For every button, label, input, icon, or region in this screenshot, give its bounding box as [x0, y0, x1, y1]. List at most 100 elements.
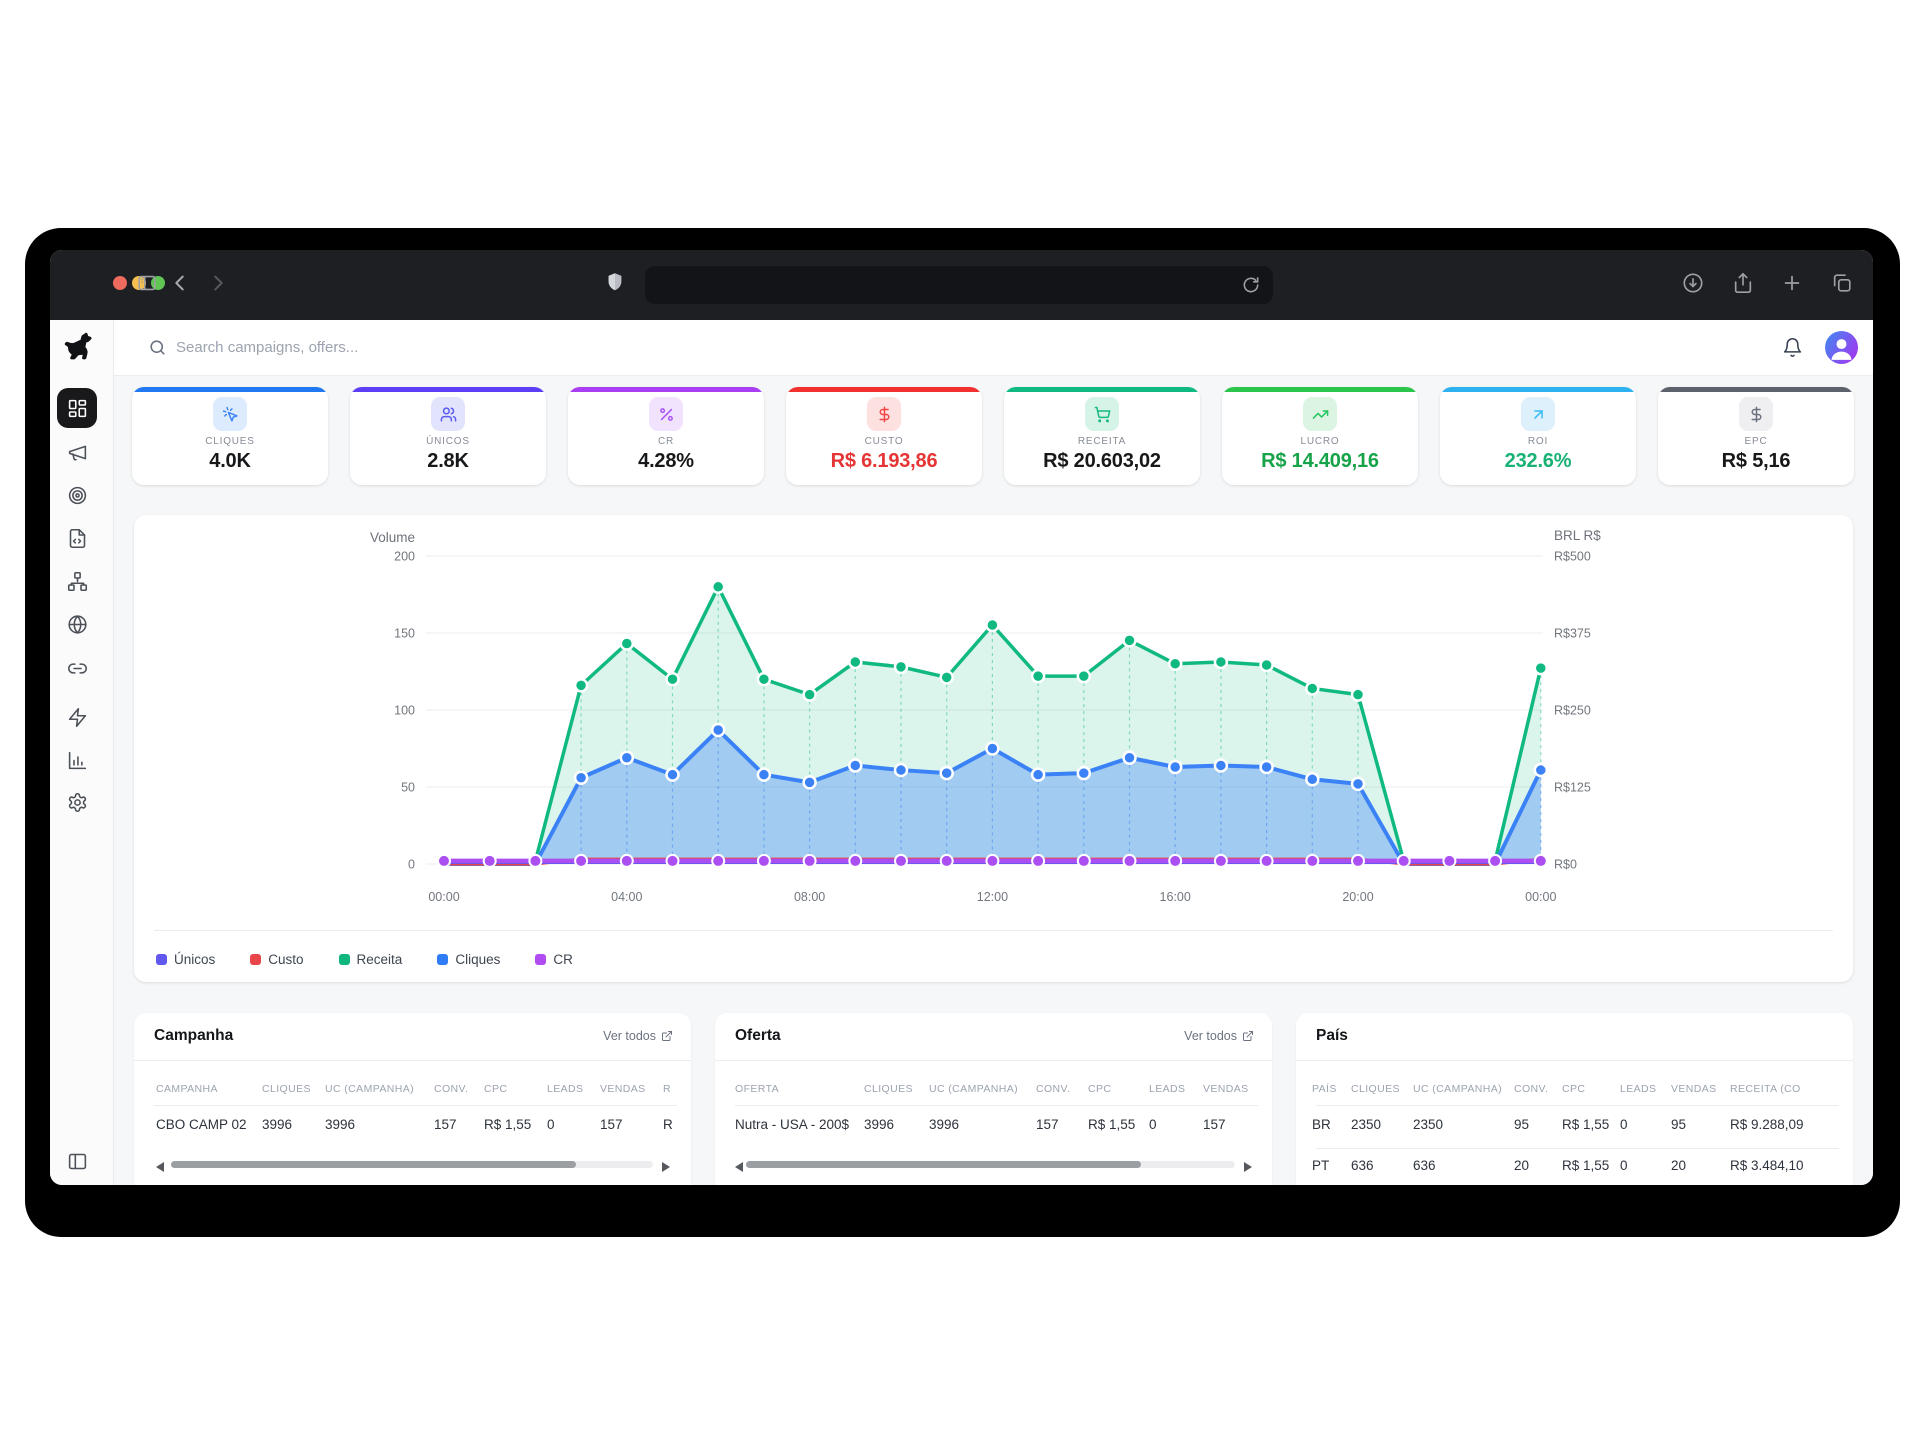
table-divider	[735, 1105, 1258, 1106]
svg-text:100: 100	[394, 704, 415, 718]
kpi-card-roi[interactable]: ROI 232.6%	[1440, 387, 1636, 485]
svg-text:R$500: R$500	[1554, 550, 1591, 564]
scroll-left-arrow[interactable]	[735, 1159, 744, 1172]
legend-swatch	[250, 953, 262, 965]
kpi-card-lucro[interactable]: LUCRO R$ 14.409,16	[1222, 387, 1418, 485]
dollar-icon	[1739, 397, 1773, 431]
percent-icon	[649, 397, 683, 431]
tab-overview-icon[interactable]	[1831, 272, 1853, 294]
svg-text:50: 50	[401, 781, 415, 795]
sidebar-item-target-icon[interactable]	[57, 475, 97, 515]
column-header: RECEITA (CO	[1730, 1083, 1801, 1095]
sidebar-item-link-icon[interactable]	[57, 648, 97, 688]
scrollbar-thumb[interactable]	[746, 1161, 1141, 1168]
sidebar-item-filecode-icon[interactable]	[57, 518, 97, 558]
table-cell: 3996	[929, 1117, 960, 1132]
table-cell: R$ 1,55	[484, 1117, 532, 1132]
column-header: VENDAS	[1671, 1083, 1717, 1095]
kpi-accent-bar	[132, 387, 328, 392]
scrollbar-thumb[interactable]	[171, 1161, 576, 1168]
table-cell: 157	[1036, 1117, 1059, 1132]
back-icon[interactable]	[169, 272, 191, 294]
url-bar[interactable]	[645, 266, 1273, 304]
column-header: CLIQUES	[262, 1083, 311, 1095]
sidebar-item-gear-icon[interactable]	[57, 782, 97, 822]
legend-item-cr[interactable]: CR	[535, 952, 573, 967]
notifications-bell-icon[interactable]	[1782, 337, 1803, 358]
sidebar-item-zap-icon[interactable]	[57, 697, 97, 737]
kpi-row: CLIQUES 4.0K ÚNICOS 2.8K CR 4.28% CUSTO R$ 6.19…	[132, 387, 1854, 485]
kpi-label: ROI	[1527, 436, 1549, 447]
search-input[interactable]: Search campaigns, offers...	[176, 339, 359, 356]
legend-item-cliques[interactable]: Cliques	[437, 952, 500, 967]
kpi-card-cliques[interactable]: CLIQUES 4.0K	[132, 387, 328, 485]
table-cell: 3996	[262, 1117, 293, 1132]
table-cell: 95	[1671, 1117, 1687, 1132]
table-cell: 636	[1413, 1158, 1436, 1173]
kpi-card-epc[interactable]: EPC R$ 5,16	[1658, 387, 1854, 485]
main-content: Search campaigns, offers... CLIQUES 4.0K Ú…	[114, 320, 1873, 1185]
new-tab-icon[interactable]	[1781, 272, 1803, 294]
table-cell: R$ 1,55	[1088, 1117, 1136, 1132]
share-icon[interactable]	[1732, 272, 1754, 294]
sidebar-item-chart-icon[interactable]	[57, 740, 97, 780]
legend-label: Cliques	[455, 951, 501, 967]
kpi-card-custo[interactable]: CUSTO R$ 6.193,86	[786, 387, 982, 485]
svg-text:00:00: 00:00	[428, 890, 459, 904]
scroll-left-arrow[interactable]	[156, 1159, 165, 1172]
forward-icon[interactable]	[207, 272, 229, 294]
reload-icon[interactable]	[1241, 275, 1261, 295]
legend-item-únicos[interactable]: Únicos	[156, 952, 215, 967]
privacy-shield-icon[interactable]	[604, 271, 626, 293]
column-header: LEADS	[547, 1083, 584, 1095]
kpi-accent-bar	[1440, 387, 1636, 392]
kpi-value: R$ 6.193,86	[830, 450, 938, 472]
table-cell: 636	[1351, 1158, 1374, 1173]
close-traffic-light[interactable]	[113, 276, 127, 290]
kpi-value: 4.0K	[209, 450, 251, 472]
kpi-value: 2.8K	[427, 450, 469, 472]
kpi-card-únicos[interactable]: ÚNICOS 2.8K	[350, 387, 546, 485]
kpi-accent-bar	[1658, 387, 1854, 392]
kpi-label: EPC	[1744, 436, 1768, 447]
table-cell: 0	[1620, 1158, 1628, 1173]
sidebar-toggle-icon[interactable]	[136, 272, 158, 294]
kpi-label: CLIQUES	[205, 436, 255, 447]
dollar-icon	[867, 397, 901, 431]
kpi-value: R$ 20.603,02	[1043, 450, 1161, 472]
sidebar-item-dashboard-icon[interactable]	[57, 388, 97, 428]
ver-todos-link[interactable]: Ver todos	[603, 1029, 673, 1043]
table-cell: 2350	[1413, 1117, 1444, 1132]
kpi-accent-bar	[350, 387, 546, 392]
column-header: UC (CAMPANHA)	[325, 1083, 415, 1095]
sidebar-item-globe-icon[interactable]	[57, 604, 97, 644]
column-header: CPC	[1562, 1083, 1586, 1095]
kpi-card-receita[interactable]: RECEITA R$ 20.603,02	[1004, 387, 1200, 485]
scroll-right-arrow[interactable]	[661, 1159, 670, 1172]
collapse-panel-icon[interactable]	[57, 1141, 97, 1181]
table-card-campanha: Campanha Ver todos CAMPANHA CLIQUES UC (CAMP…	[134, 1013, 691, 1185]
column-header: CONV.	[1036, 1083, 1071, 1095]
table-title: Campanha	[154, 1027, 234, 1044]
column-header: VENDAS	[1203, 1083, 1249, 1095]
downloads-icon[interactable]	[1682, 272, 1704, 294]
kpi-label: CUSTO	[864, 436, 904, 447]
user-avatar[interactable]	[1825, 331, 1858, 364]
legend-item-custo[interactable]: Custo	[250, 952, 304, 967]
svg-text:R$125: R$125	[1554, 781, 1591, 795]
legend-item-receita[interactable]: Receita	[338, 952, 402, 967]
legend-swatch	[535, 953, 547, 965]
sidebar-item-network-icon[interactable]	[57, 561, 97, 601]
table-divider	[154, 1105, 677, 1106]
ver-todos-link[interactable]: Ver todos	[1184, 1029, 1254, 1043]
scroll-right-arrow[interactable]	[1243, 1159, 1252, 1172]
table-title: Oferta	[735, 1027, 781, 1044]
table-cell: 3996	[864, 1117, 895, 1132]
kpi-card-cr[interactable]: CR 4.28%	[568, 387, 764, 485]
dog-logo	[60, 329, 94, 363]
column-header: LEADS	[1149, 1083, 1186, 1095]
sidebar-item-megaphone-icon[interactable]	[57, 432, 97, 472]
table-cell: R$ 3.484,10	[1730, 1158, 1804, 1173]
svg-text:R$250: R$250	[1554, 704, 1591, 718]
